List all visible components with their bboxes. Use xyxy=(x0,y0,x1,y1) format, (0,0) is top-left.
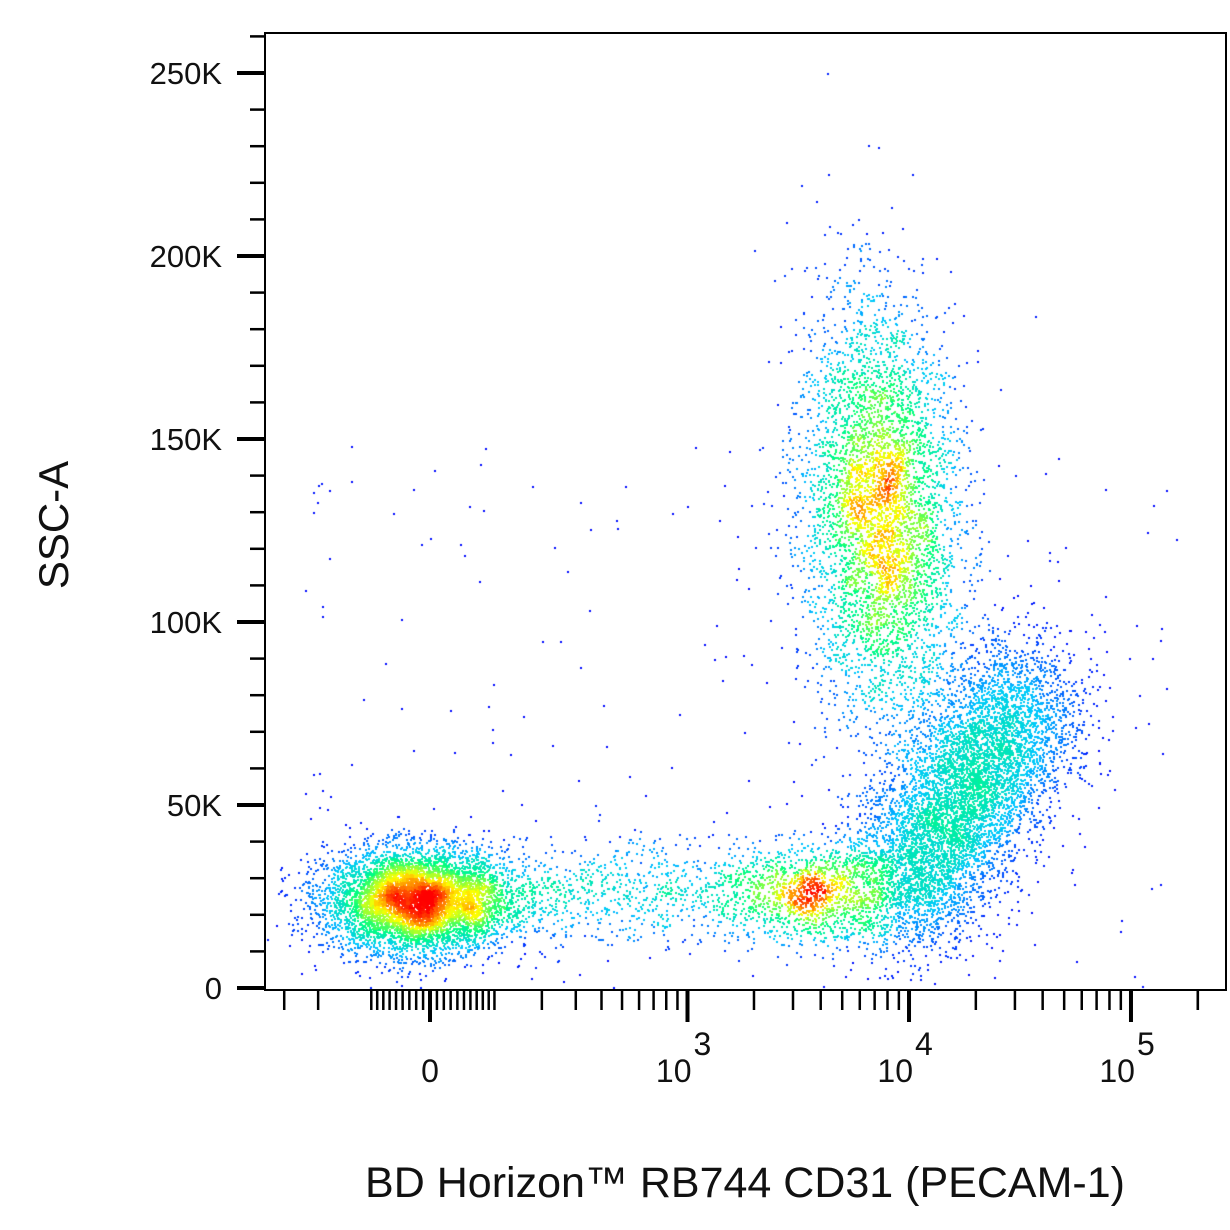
y-tick-label: 0 xyxy=(205,971,222,1006)
x-tick-label: 103 xyxy=(656,1026,711,1089)
y-tick-label: 100K xyxy=(150,605,223,640)
x-tick-base: 0 xyxy=(421,1053,439,1089)
x-tick-base: 10 xyxy=(1099,1053,1135,1089)
x-tick-label: 104 xyxy=(877,1026,932,1089)
y-tick-label: 250K xyxy=(150,56,223,91)
x-tick-base: 10 xyxy=(656,1053,692,1089)
x-tick-exponent: 4 xyxy=(915,1026,933,1062)
x-tick-label: 0 xyxy=(421,1053,439,1089)
density-plot-canvas xyxy=(265,33,1225,989)
x-tick-label: 105 xyxy=(1099,1026,1154,1089)
x-tick-exponent: 3 xyxy=(694,1026,712,1062)
y-axis: 0 50K 100K 150K 200K 250K xyxy=(150,35,265,1006)
x-tick-exponent: 5 xyxy=(1137,1026,1155,1062)
y-tick-label: 200K xyxy=(150,239,223,274)
x-axis-label: BD Horizon™ RB744 CD31 (PECAM-1) xyxy=(365,1159,1125,1207)
x-tick-base: 10 xyxy=(877,1053,913,1089)
y-axis-label: SSC-A xyxy=(30,461,77,589)
y-tick-label: 50K xyxy=(167,788,222,823)
y-tick-label: 150K xyxy=(150,422,223,457)
